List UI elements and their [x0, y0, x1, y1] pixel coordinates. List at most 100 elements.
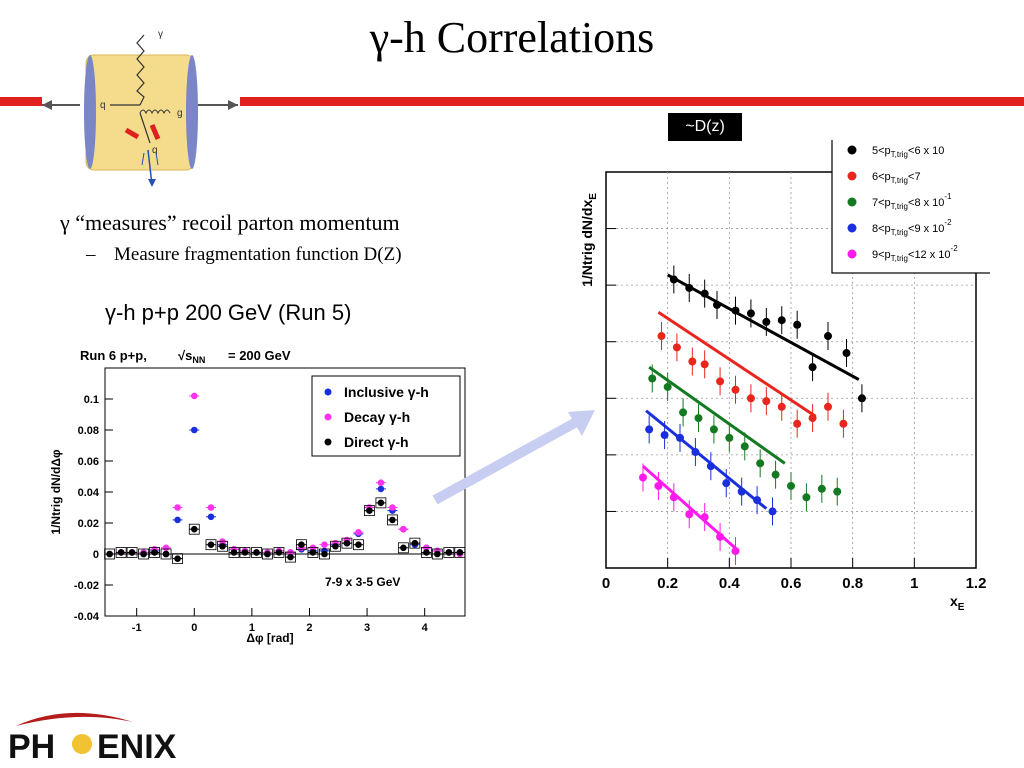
bullet-2-marker: –	[86, 244, 96, 265]
x-tick-label: 0	[191, 622, 197, 634]
data-point-green	[771, 470, 780, 479]
data-point-direct	[151, 549, 158, 556]
data-point-blue	[753, 496, 762, 505]
chart-left-legend: Inclusive γ-h Decay γ-h Direct γ-h	[311, 375, 461, 457]
data-point-decay	[321, 541, 328, 548]
data-point-black	[700, 289, 709, 298]
data-point-direct	[253, 549, 260, 556]
data-point-magenta	[669, 493, 678, 502]
data-point-green	[709, 425, 718, 434]
data-point-black	[842, 349, 851, 358]
link-arrow-head	[568, 410, 595, 436]
data-point-red	[777, 402, 786, 411]
data-point-magenta	[700, 513, 709, 522]
data-point-inclusive	[174, 516, 181, 524]
chart-right-xlabel: xE	[950, 593, 965, 613]
bullet-1: γ “measures” recoil parton momentum	[30, 210, 402, 236]
data-point-red	[688, 357, 697, 366]
data-point-green	[663, 382, 672, 391]
data-point-direct	[456, 549, 464, 556]
fit-line-black	[666, 273, 860, 381]
jet-track-1	[141, 152, 145, 166]
beam-arrow-left-head	[42, 100, 52, 110]
data-point-black	[777, 316, 786, 325]
chart-right-legend-box	[831, 140, 990, 274]
data-point-direct	[321, 550, 328, 558]
y-tick-label: -0.02	[74, 580, 99, 592]
data-point-decay	[162, 544, 170, 552]
data-point-decay	[190, 392, 198, 400]
data-point-green	[833, 487, 842, 496]
chart-left-header: Run 6 p+p,	[80, 348, 147, 363]
data-point-magenta	[639, 473, 647, 482]
data-point-direct	[230, 549, 238, 556]
legend-label-decay: Decay γ-h	[344, 409, 410, 425]
fit-line-blue	[645, 409, 768, 510]
recoil-quark-line	[139, 112, 151, 144]
data-point-direct	[445, 549, 453, 556]
data-point-direct	[400, 544, 407, 552]
y-tick-label: 0.08	[78, 425, 99, 437]
fit-line-green	[648, 365, 786, 465]
data-point-direct	[174, 555, 181, 562]
data-point-direct	[190, 525, 198, 533]
y-tick-label: 0.02	[78, 518, 99, 530]
legend-label-direct: Direct γ-h	[344, 434, 409, 450]
data-point-direct	[389, 516, 396, 524]
data-point-black	[669, 275, 678, 284]
chart-left-header-value: = 200 GeV	[228, 348, 291, 363]
x-tick-label: 1	[249, 622, 255, 634]
legend-marker-3	[847, 223, 857, 233]
x-tick-label: 0.8	[842, 575, 863, 592]
x-tick-label: 3	[364, 622, 370, 634]
x-tick-label: 0.2	[657, 575, 678, 592]
legend-label-2: 7<pT,trig<8 x 10-1	[872, 192, 952, 211]
data-point-blue	[645, 425, 654, 434]
legend-label-0: 5<pT,trig<6 x 10	[872, 145, 944, 159]
logo-text: PH	[8, 728, 55, 764]
data-point-black	[713, 300, 721, 309]
data-point-green	[725, 433, 734, 442]
data-point-black	[808, 363, 817, 372]
data-point-decay	[174, 504, 181, 511]
x-tick-label: 1.2	[966, 575, 987, 592]
chart-left-legend-box	[311, 375, 461, 457]
bullet-list: γ “measures” recoil parton momentum – Mea…	[30, 210, 402, 266]
jet-marker-left	[124, 127, 140, 140]
data-point-direct	[411, 539, 419, 547]
data-point-direct	[332, 542, 339, 550]
legend-marker-direct	[324, 438, 332, 446]
data-point-direct	[128, 549, 136, 556]
photon-label: γ	[158, 29, 163, 40]
data-point-direct	[434, 550, 441, 558]
legend-label-3: 8<pT,trig<9 x 10-2	[872, 218, 952, 237]
data-point-black	[731, 306, 740, 315]
y-tick-label: -0.04	[74, 611, 100, 623]
data-point-direct	[117, 549, 125, 556]
data-point-magenta	[685, 510, 694, 519]
gluon-line	[139, 109, 171, 115]
chart-left-xlabel: Δφ [rad]	[246, 631, 293, 645]
data-point-green	[817, 484, 826, 493]
data-point-black	[746, 309, 755, 318]
data-point-red	[808, 414, 817, 423]
data-point-red	[793, 419, 802, 428]
data-point-magenta	[716, 532, 725, 541]
x-tick-label: 2	[306, 622, 312, 634]
data-point-black	[824, 332, 832, 341]
data-point-direct	[275, 549, 283, 556]
legend-marker-0	[847, 145, 857, 155]
data-point-green	[648, 374, 657, 383]
data-point-direct	[140, 550, 147, 558]
data-point-decay	[207, 504, 215, 511]
legend-marker-4	[847, 249, 857, 259]
jet-marker-right	[149, 124, 161, 140]
chart-left-header-sqrt: √sNN	[178, 348, 205, 365]
data-point-direct	[219, 542, 226, 550]
data-point-red	[839, 419, 848, 428]
data-point-direct	[264, 550, 271, 558]
bullet-2: – Measure fragmentation function D(Z)	[30, 244, 402, 266]
fit-line-red	[657, 311, 817, 418]
data-point-black	[857, 394, 866, 403]
data-point-decay	[389, 504, 396, 511]
